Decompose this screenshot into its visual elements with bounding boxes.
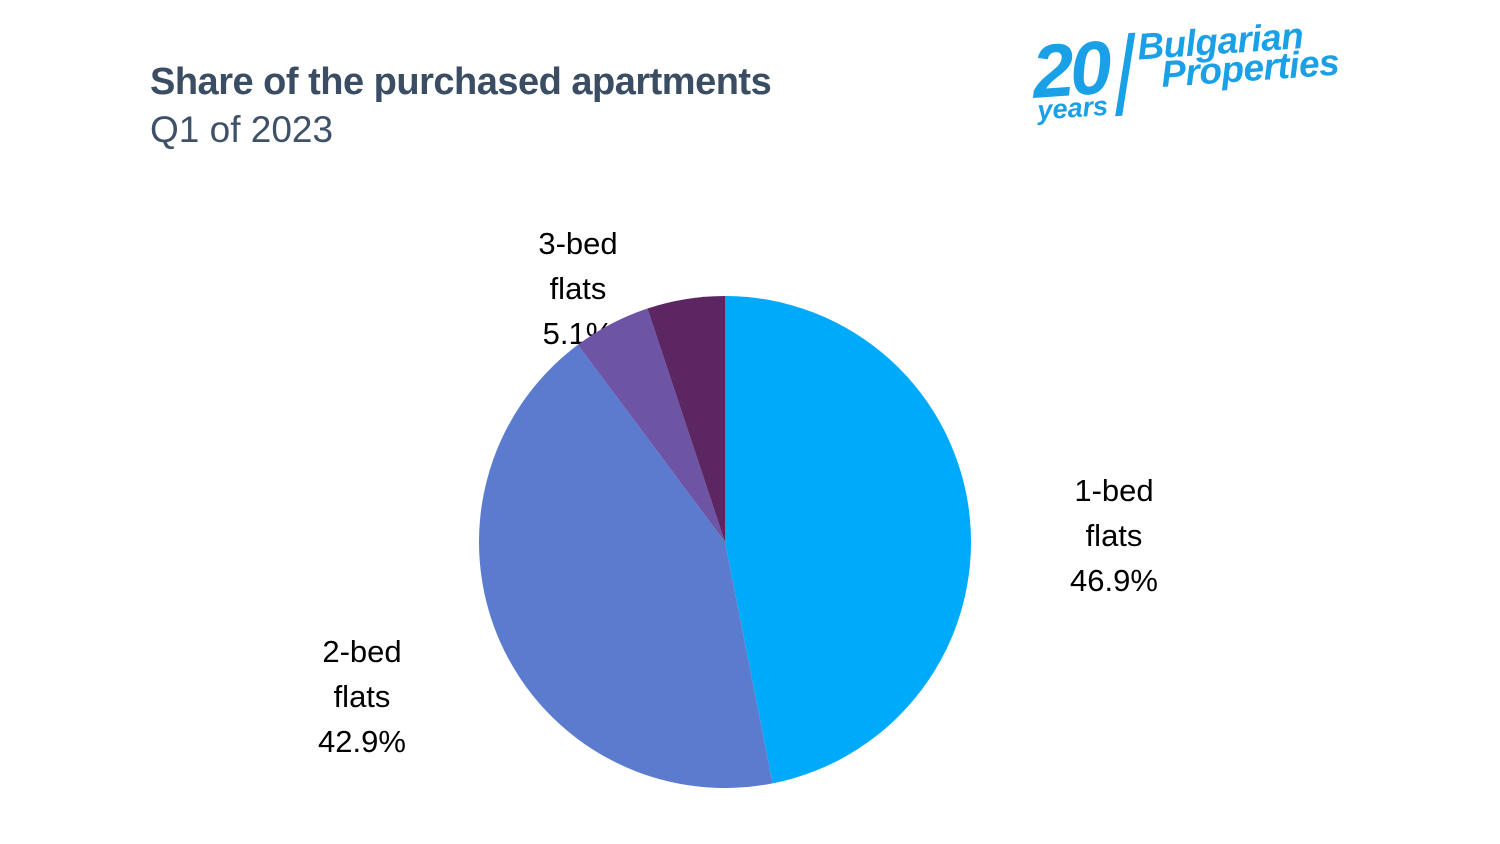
pie-slice-1-bed-flats — [725, 296, 972, 784]
pie-label-2-bed-flats: 2-bed flats 42.9% — [318, 634, 406, 759]
pie-label-1-bed-flats: 1-bed flats 46.9% — [1070, 473, 1158, 598]
header: Share of the purchased apartments Q1 of … — [150, 58, 772, 154]
pie-slice-3-bed-flats — [577, 308, 725, 542]
pie-slice-unlabeled-remainder — [647, 296, 725, 542]
page-subtitle: Q1 of 2023 — [150, 109, 334, 150]
pie-slice-2-bed-flats — [478, 344, 773, 789]
page-title: Share of the purchased apartments — [150, 61, 772, 103]
